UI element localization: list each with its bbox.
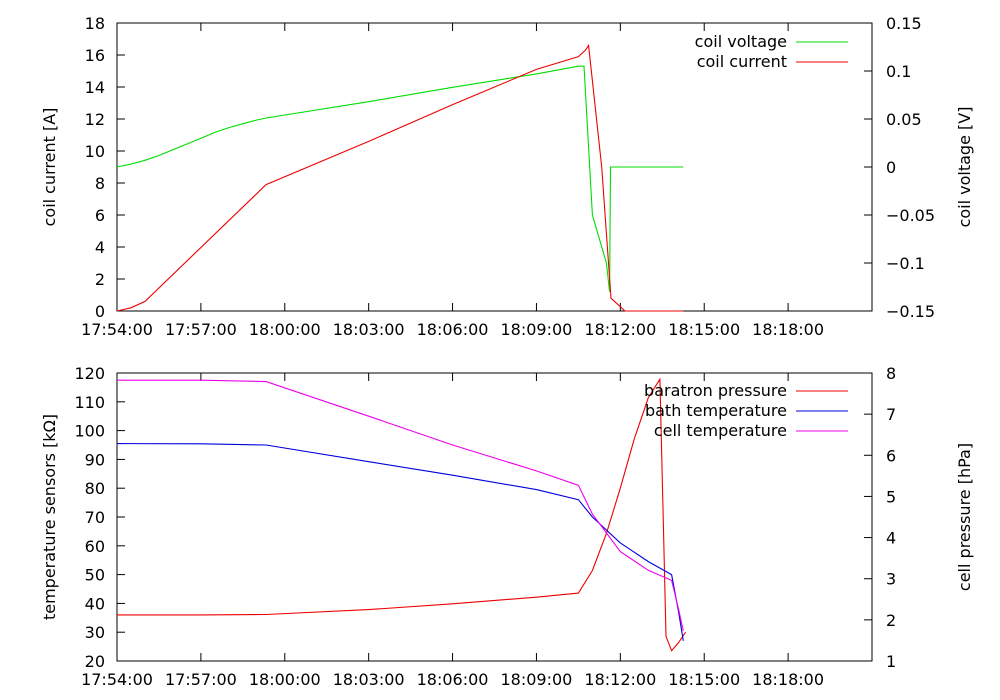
y-tick-label: 20 [85,652,105,671]
series-line-coil-current [116,43,684,312]
x-tick-label: 17:54:00 [81,320,153,339]
x-tick-label: 18:12:00 [584,320,656,339]
x-tick-label: 18:06:00 [417,320,489,339]
y2-tick-label: 8 [886,364,896,383]
x-tick-label: 17:57:00 [165,320,237,339]
y2-tick-label: 0.05 [886,110,922,129]
y-tick-label: 18 [85,14,105,33]
y-tick-label: 50 [85,566,105,585]
legend-label-bath-temperature: bath temperature [645,401,787,420]
y2-tick-label: 5 [886,487,896,506]
y-tick-label: 14 [85,78,105,97]
x-tick-label: 18:15:00 [668,670,740,689]
y2-tick-label: 1 [886,652,896,671]
y-tick-label: 12 [85,110,105,129]
y2-axis-title: cell pressure [hPa] [955,443,974,591]
x-tick-label: 18:00:00 [249,670,321,689]
y-tick-label: 0 [95,302,105,321]
y-tick-label: 30 [85,623,105,642]
plot-top: 17:54:00 17:57:00 18:00:00 18:03:00 18:06:00… [40,14,974,339]
legend-label-coil-voltage: coil voltage [695,32,787,51]
x-tick-label: 18:18:00 [752,320,824,339]
y2-tick-label: 0.1 [886,62,911,81]
x-tick-label: 18:00:00 [249,320,321,339]
y2-axis-title: coil voltage [V] [955,107,974,228]
y2-tick-label: 0 [886,158,896,177]
y-tick-label: 80 [85,479,105,498]
y-tick-label: 2 [95,270,105,289]
x-tick-label: 17:54:00 [81,670,153,689]
y2-tick-label: −0.05 [886,206,935,225]
legend-label-baratron-pressure: baratron pressure [644,381,787,400]
y-tick-label: 70 [85,508,105,527]
plot-bottom: 17:54:00 17:57:00 18:00:00 18:03:00 18:06:00… [40,364,974,689]
legend-label-coil-current: coil current [697,52,787,71]
y-tick-label: 10 [85,142,105,161]
y-tick-label: 16 [85,46,105,65]
x-tick-label: 18:03:00 [333,670,405,689]
y2-tick-label: 0.15 [886,14,922,33]
series-line-bath-temperature [116,443,684,641]
y2-tick-label: 6 [886,446,896,465]
y2-tick-label: 3 [886,570,896,589]
x-tick-label: 18:06:00 [417,670,489,689]
y-tick-label: 8 [95,174,105,193]
y-tick-label: 90 [85,450,105,469]
x-tick-label: 18:15:00 [668,320,740,339]
y-tick-label: 6 [95,206,105,225]
y-tick-label: 120 [74,364,105,383]
y-axis-title: coil current [A] [40,108,59,227]
x-tick-label: 18:09:00 [501,320,573,339]
y2-tick-label: 4 [886,529,896,548]
series-line-coil-voltage [116,65,684,292]
y-axis-title: temperature sensors [kΩ] [40,414,59,620]
x-tick-label: 18:18:00 [752,670,824,689]
y-tick-label: 4 [95,238,105,257]
y2-tick-label: 2 [886,611,896,630]
legend-label-cell-temperature: cell temperature [654,421,787,440]
y-tick-label: 110 [74,393,105,412]
x-tick-label: 18:03:00 [333,320,405,339]
y-tick-label: 100 [74,422,105,441]
y2-tick-label: −0.15 [886,302,935,321]
series-line-cell-temperature [117,379,684,631]
x-tick-label: 17:57:00 [165,670,237,689]
x-tick-label: 18:09:00 [501,670,573,689]
y2-tick-label: −0.1 [886,254,925,273]
x-tick-label: 18:12:00 [584,670,656,689]
y-tick-label: 60 [85,537,105,556]
series-line-baratron-pressure [117,377,687,652]
y-tick-label: 40 [85,594,105,613]
y2-tick-label: 7 [886,405,896,424]
